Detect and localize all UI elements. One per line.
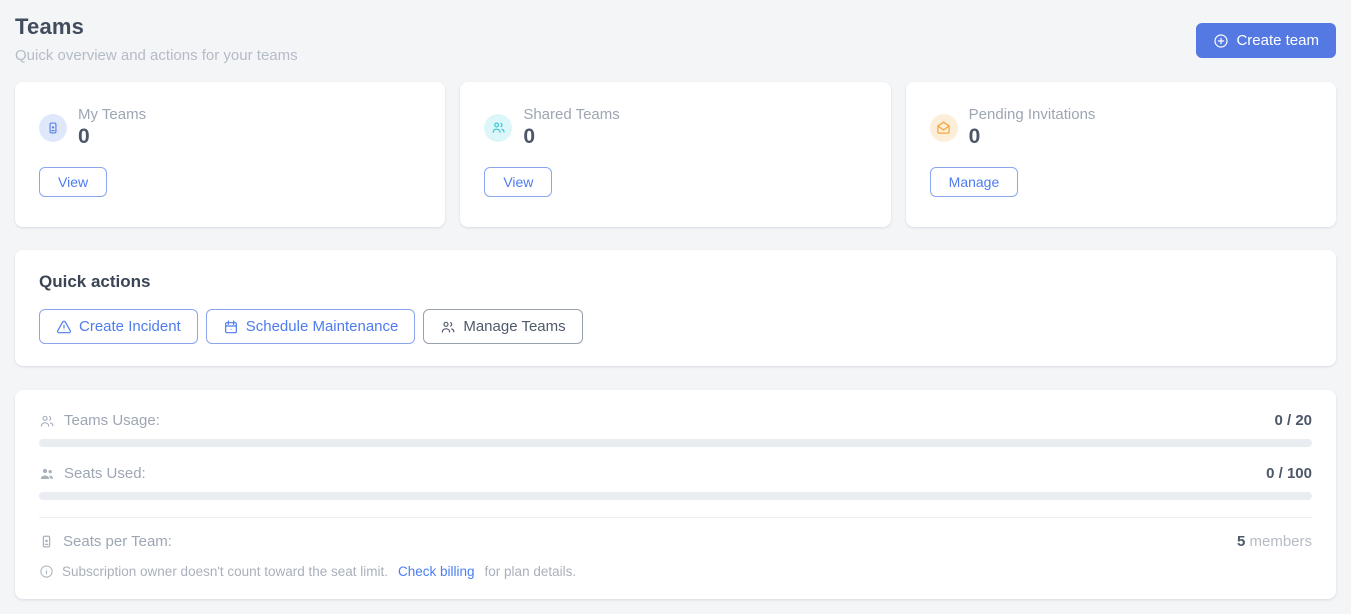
stat-head: My Teams 0 [39,106,421,149]
id-badge-icon [39,534,54,549]
calendar-icon [223,319,239,335]
users-icon [484,113,513,142]
page-header: Teams Quick overview and actions for you… [15,14,1336,64]
stat-card-pending-invitations: Pending Invitations 0 Manage [905,82,1336,227]
stat-text: Shared Teams 0 [523,106,619,149]
stat-label: Pending Invitations [968,106,1096,123]
schedule-maintenance-label: Schedule Maintenance [245,318,399,335]
teams-usage-value: 0 / 20 [1274,412,1312,429]
stat-label: My Teams [78,106,147,123]
seats-used-label: Seats Used: [64,465,146,482]
stat-card-shared-teams: Shared Teams 0 View [460,82,891,227]
stat-head: Shared Teams 0 [484,106,866,149]
view-my-teams-button[interactable]: View [39,167,108,197]
quick-actions-card: Quick actions Create Incident Schedule M… [15,250,1336,366]
view-shared-teams-button[interactable]: View [484,167,553,197]
page-title: Teams [15,14,85,39]
stat-value: 0 [78,125,90,148]
plus-circle-icon [1213,33,1229,49]
seats-per-team-suffix: members [1245,533,1312,550]
alert-triangle-icon [56,319,72,335]
stat-text: Pending Invitations 0 [969,106,1096,149]
users-filled-icon [39,466,55,482]
teams-usage-label: Teams Usage: [64,412,160,429]
stat-value: 0 [968,125,981,148]
usage-card: Teams Usage: 0 / 20 Seats Used: 0 / 100 [15,390,1336,599]
teams-usage-row: Teams Usage: 0 / 20 [39,412,1312,447]
usage-label: Seats per Team: [39,533,172,550]
seats-per-team-label: Seats per Team: [63,533,172,550]
create-team-button[interactable]: Create team [1196,23,1336,58]
usage-row-head: Teams Usage: 0 / 20 [39,412,1312,429]
stat-label: Shared Teams [523,106,620,123]
stat-card-my-teams: My Teams 0 View [15,82,446,227]
users-icon [440,319,456,335]
seats-used-value: 0 / 100 [1266,465,1312,482]
manage-teams-label: Manage Teams [463,318,566,335]
stat-text: My Teams 0 [78,106,146,149]
seats-per-team-number: 5 [1236,533,1246,550]
mail-open-icon [929,113,958,142]
divider [39,517,1312,518]
schedule-maintenance-button[interactable]: Schedule Maintenance [205,309,416,344]
users-outline-icon [39,413,55,429]
stat-head: Pending Invitations 0 [929,106,1312,149]
manage-invitations-button[interactable]: Manage [929,167,1019,197]
manage-teams-button[interactable]: Manage Teams [423,309,583,344]
seats-per-team-row: Seats per Team: 5 members [39,533,1312,550]
stat-value: 0 [523,125,536,148]
usage-label: Teams Usage: [39,412,160,429]
page-subtitle: Quick overview and actions for your team… [15,47,298,64]
page-heading-block: Teams Quick overview and actions for you… [15,14,298,64]
note-suffix: for plan details. [484,564,577,579]
usage-row-head: Seats Used: 0 / 100 [39,465,1312,482]
create-team-label: Create team [1236,32,1319,49]
create-incident-button[interactable]: Create Incident [39,309,198,344]
id-badge-icon [39,113,67,142]
quick-actions-row: Create Incident Schedule Maintenance Man… [39,309,1312,344]
seats-per-team-value: 5 members [1237,533,1312,550]
quick-actions-title: Quick actions [39,272,151,291]
info-icon [39,564,54,579]
create-incident-label: Create Incident [79,318,181,335]
stat-card-grid: My Teams 0 View Shared Teams 0 View [15,82,1336,227]
note-text: Subscription owner doesn't count toward … [62,564,388,579]
billing-note: Subscription owner doesn't count toward … [39,564,1312,579]
teams-usage-progress-track [39,439,1312,447]
seats-used-progress-track [39,492,1312,500]
seats-used-row: Seats Used: 0 / 100 [39,465,1312,500]
check-billing-link[interactable]: Check billing [398,564,475,579]
usage-label: Seats Used: [39,465,146,482]
